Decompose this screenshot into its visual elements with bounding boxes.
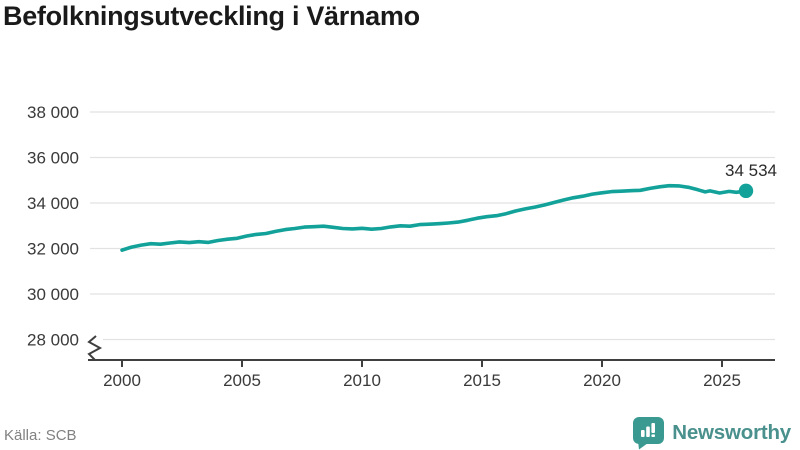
x-tick-label: 2000 — [103, 371, 141, 390]
y-tick-label: 30 000 — [27, 285, 79, 304]
axis-break-icon — [87, 335, 103, 361]
y-tick-label: 28 000 — [27, 331, 79, 350]
source-caption: Källa: SCB — [4, 427, 77, 444]
x-tick-label: 2010 — [343, 371, 381, 390]
newsworthy-wordmark: Newsworthy — [672, 421, 791, 444]
chart-title: Befolkningsutveckling i Värnamo — [3, 1, 420, 31]
x-axis: 2000 2005 2010 2015 2020 2025 — [87, 335, 775, 390]
newsworthy-logo[interactable]: Newsworthy — [632, 416, 791, 450]
gridlines — [90, 111, 775, 341]
y-tick-label: 38 000 — [27, 103, 79, 122]
y-tick-label: 36 000 — [27, 149, 79, 168]
x-tick-label: 2020 — [583, 371, 621, 390]
y-axis-labels: 38 000 36 000 34 000 32 000 30 000 28 000 — [27, 103, 79, 350]
latest-value-label: 34 534 — [725, 161, 777, 180]
population-line — [120, 183, 748, 252]
x-tick-label: 2025 — [703, 371, 741, 390]
x-tick-label: 2015 — [463, 371, 501, 390]
y-tick-label: 34 000 — [27, 194, 79, 213]
data-series — [120, 183, 754, 252]
x-tick-label: 2005 — [223, 371, 261, 390]
y-tick-label: 32 000 — [27, 240, 79, 259]
latest-point-dot — [738, 183, 754, 199]
newsworthy-icon — [633, 417, 665, 450]
